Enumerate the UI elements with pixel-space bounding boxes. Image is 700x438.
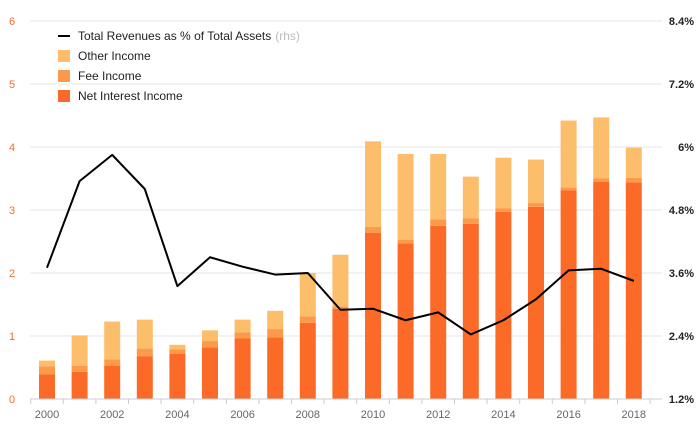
x-tick-label: 2004 [165, 409, 189, 421]
bar-other-income [104, 322, 120, 360]
bar-net-interest-income [235, 339, 251, 399]
legend-label: Net Interest Income [78, 89, 183, 103]
y2-tick-label: 8.4% [669, 16, 694, 28]
bar-fee-income [561, 187, 577, 190]
y2-tick-label: 3.6% [669, 268, 694, 280]
legend-label: Fee Income [78, 69, 142, 83]
bar-net-interest-income [463, 224, 479, 399]
bar-other-income [430, 154, 446, 220]
bar-other-income [365, 141, 381, 227]
bar-net-interest-income [332, 309, 348, 399]
bar-fee-income [495, 208, 511, 212]
bar-net-interest-income [561, 190, 577, 399]
bar-fee-income [626, 178, 642, 182]
legend-label: Other Income [78, 49, 151, 63]
bar-other-income [561, 121, 577, 188]
legend-label-suffix: (rhs) [275, 29, 300, 43]
bar-net-interest-income [626, 182, 642, 399]
legend-box-symbol [58, 70, 70, 82]
y-tick-label: 5 [9, 79, 15, 91]
bar-fee-income [169, 349, 185, 353]
bar-net-interest-income [593, 182, 609, 399]
bar-other-income [593, 117, 609, 178]
legend-label: Total Revenues as % of Total Assets(rhs) [78, 29, 300, 43]
bar-fee-income [104, 359, 120, 365]
x-tick-label: 2016 [556, 409, 580, 421]
bar-fee-income [528, 203, 544, 207]
bar-net-interest-income [72, 372, 88, 399]
bar-fee-income [267, 329, 283, 337]
bar-fee-income [235, 332, 251, 338]
bar-fee-income [430, 219, 446, 225]
bar-other-income [398, 154, 414, 240]
bar-fee-income [365, 227, 381, 233]
bar-other-income [137, 320, 153, 349]
bar-other-income [463, 177, 479, 219]
bar-other-income [495, 158, 511, 208]
bar-other-income [72, 335, 88, 365]
bar-other-income [267, 311, 283, 329]
bar-other-income [39, 361, 55, 367]
x-tick-label: 2002 [100, 409, 124, 421]
x-tick-label: 2006 [230, 409, 254, 421]
x-tick-label: 2014 [491, 409, 515, 421]
y-tick-label: 4 [9, 142, 15, 154]
y2-tick-label: 1.2% [669, 394, 694, 406]
bar-other-income [235, 320, 251, 333]
bar-fee-income [202, 341, 218, 347]
y-tick-label: 2 [9, 268, 15, 280]
bar-net-interest-income [169, 354, 185, 399]
bar-fee-income [39, 366, 55, 374]
bar-fee-income [593, 179, 609, 182]
bar-other-income [626, 148, 642, 178]
bar-other-income [169, 345, 185, 349]
y-tick-label: 0 [9, 394, 15, 406]
bar-net-interest-income [104, 366, 120, 399]
x-tick-label: 2008 [296, 409, 320, 421]
bars [39, 117, 642, 399]
y-tick-label: 3 [9, 205, 15, 217]
bar-fee-income [398, 240, 414, 244]
legend-box-symbol [58, 50, 70, 62]
bar-net-interest-income [202, 347, 218, 399]
y2-tick-label: 2.4% [669, 331, 694, 343]
legend: Total Revenues as % of Total Assets(rhs)… [58, 29, 300, 103]
y-tick-label: 6 [9, 16, 15, 28]
bar-fee-income [72, 366, 88, 372]
y2-tick-label: 4.8% [669, 205, 694, 217]
bar-net-interest-income [39, 374, 55, 399]
x-tick-label: 2000 [35, 409, 59, 421]
bar-fee-income [300, 316, 316, 322]
bar-fee-income [137, 349, 153, 357]
x-tick-label: 2018 [622, 409, 646, 421]
x-tick-label: 2012 [426, 409, 450, 421]
bar-net-interest-income [137, 356, 153, 399]
bar-fee-income [463, 218, 479, 224]
legend-box-symbol [58, 90, 70, 102]
bar-net-interest-income [267, 337, 283, 399]
y-tick-label: 1 [9, 331, 15, 343]
x-tick-label: 2010 [361, 409, 385, 421]
bar-other-income [528, 160, 544, 203]
y2-tick-label: 6% [678, 142, 694, 154]
bar-other-income [332, 255, 348, 307]
bar-net-interest-income [300, 323, 316, 399]
bar-net-interest-income [365, 233, 381, 399]
bar-net-interest-income [495, 212, 511, 399]
y2-tick-label: 7.2% [669, 79, 694, 91]
bar-other-income [202, 330, 218, 341]
